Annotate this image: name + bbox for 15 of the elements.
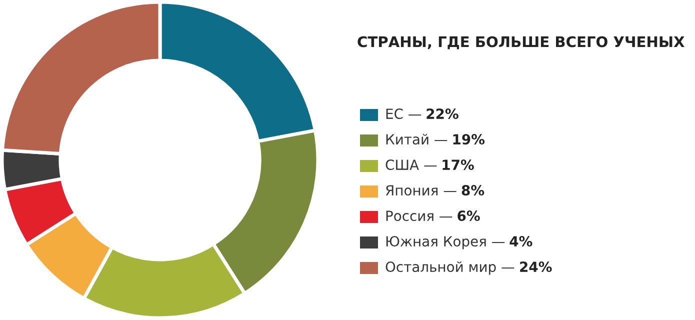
text: СТРАНЫ, ГДЕ БОЛЬШЕ ВСЕГО УЧЕНЫХ: [358, 36, 684, 50]
legend-label: США —: [386, 160, 437, 170]
data-label: 8%: [462, 185, 484, 196]
data-label: 4%: [510, 236, 532, 247]
legend-label: ЕС —: [386, 108, 422, 120]
legend-label: Южная Корея —: [386, 236, 505, 250]
data-label: 22%: [426, 108, 458, 120]
data-label: 19%: [453, 134, 485, 145]
data-label: 24%: [520, 262, 552, 272]
legend-label: Остальной мир —: [386, 261, 514, 275]
legend-label: Россия —: [386, 210, 452, 222]
legend-label: Китай —: [386, 134, 448, 145]
data-label: 6%: [458, 210, 480, 222]
legend-label: Япония —: [386, 185, 456, 196]
data-label: 17%: [442, 160, 474, 170]
